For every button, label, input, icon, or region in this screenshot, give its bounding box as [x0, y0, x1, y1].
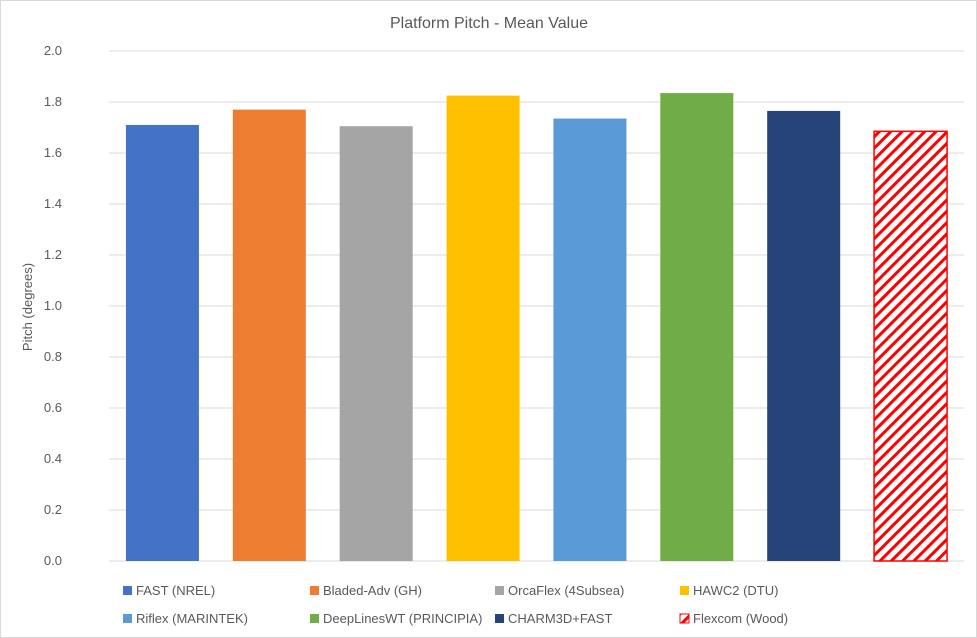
y-tick-label: 0.0 [44, 553, 62, 568]
bar-bladed-adv-gh [232, 109, 306, 562]
legend-swatch [123, 586, 132, 595]
y-tick-label: 0.8 [44, 349, 62, 364]
legend-swatch [680, 586, 689, 595]
bar-orcaflex-4subsea [339, 126, 413, 561]
legend-swatch [495, 614, 504, 623]
y-tick-label: 1.8 [44, 94, 62, 109]
bar-riflex-marintek [553, 118, 627, 561]
legend-label: FAST (NREL) [136, 583, 215, 598]
bar-flexcom-wood [873, 130, 948, 562]
legend-label: CHARM3D+FAST [508, 611, 612, 626]
bar-charm3d-fast [767, 110, 841, 562]
y-axis-title: Pitch (degrees) [20, 263, 35, 351]
legend-label: HAWC2 (DTU) [693, 583, 778, 598]
legend-label: DeepLinesWT (PRINCIPIA) [323, 611, 482, 626]
legend-swatch [310, 614, 319, 623]
y-tick-label: 1.0 [44, 298, 62, 313]
y-tick-label: 2.0 [44, 43, 62, 58]
bar-deeplineswt-principia [660, 93, 734, 561]
legend-swatch [679, 613, 690, 624]
bar-fast-nrel [125, 124, 199, 561]
bars [125, 93, 948, 562]
y-tick-label: 0.4 [44, 451, 62, 466]
legend-label: OrcaFlex (4Subsea) [508, 583, 624, 598]
legend-swatch [495, 586, 504, 595]
chart-title: Platform Pitch - Mean Value [390, 15, 588, 32]
legend-label: Riflex (MARINTEK) [136, 611, 248, 626]
y-tick-label: 0.6 [44, 400, 62, 415]
legend-swatch [310, 586, 319, 595]
y-tick-label: 1.4 [44, 196, 62, 211]
y-tick-label: 1.2 [44, 247, 62, 262]
legend: FAST (NREL) Bladed-Adv (GH) OrcaFlex (4Sub… [123, 583, 788, 626]
bar-hawc2-dtu [446, 95, 520, 561]
legend-swatch [123, 614, 132, 623]
y-tick-label: 1.6 [44, 145, 62, 160]
y-tick-label: 0.2 [44, 502, 62, 517]
legend-label: Flexcom (Wood) [693, 611, 788, 626]
y-tick-labels: 0.0 0.2 0.4 0.6 0.8 1.0 1.2 1.4 1.6 1.8 2.0 [44, 43, 62, 568]
legend-label: Bladed-Adv (GH) [323, 583, 422, 598]
